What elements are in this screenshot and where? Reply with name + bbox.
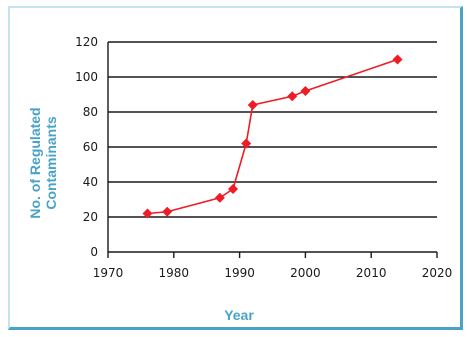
y-axis-title: No. of Regulated Contaminants — [27, 107, 59, 218]
y-tick-label: 20 — [83, 210, 98, 224]
data-point-marker — [392, 54, 403, 65]
data-point-marker — [300, 86, 311, 96]
y-tick-label: 100 — [75, 70, 98, 84]
data-point-marker — [228, 184, 239, 194]
y-tick-label: 80 — [83, 105, 98, 119]
data-point-marker — [247, 100, 258, 110]
data-point-marker — [142, 208, 153, 219]
data-point-marker — [241, 138, 252, 149]
data-point-marker — [162, 206, 173, 217]
axes — [107, 42, 438, 258]
x-tick-label: 2020 — [422, 266, 453, 280]
x-tick-label: 1990 — [224, 266, 255, 280]
y-tick-label: 60 — [83, 140, 98, 154]
y-axis-title-line2: Contaminants — [43, 116, 59, 210]
y-tick-label: 0 — [90, 245, 98, 259]
x-tick-labels: 1970 1980 1990 2000 2010 2020 — [93, 266, 453, 280]
y-tick-label: 120 — [75, 35, 98, 49]
data-point-marker — [287, 91, 298, 102]
y-tick-label: 40 — [83, 175, 98, 189]
series-group — [142, 54, 403, 219]
x-tick-label: 1970 — [93, 266, 124, 280]
chart-frame — [8, 6, 463, 330]
x-tick-label: 2000 — [290, 266, 321, 280]
gridlines — [108, 41, 437, 218]
x-axis-title: Year — [224, 307, 254, 323]
y-axis-title-line1: No. of Regulated — [27, 107, 43, 218]
series-line — [147, 58, 398, 215]
x-tick-label: 2010 — [356, 266, 387, 280]
data-point-marker — [214, 192, 225, 203]
x-tick-label: 1980 — [159, 266, 190, 280]
y-tick-labels: 0 20 40 60 80 100 120 — [75, 35, 98, 259]
